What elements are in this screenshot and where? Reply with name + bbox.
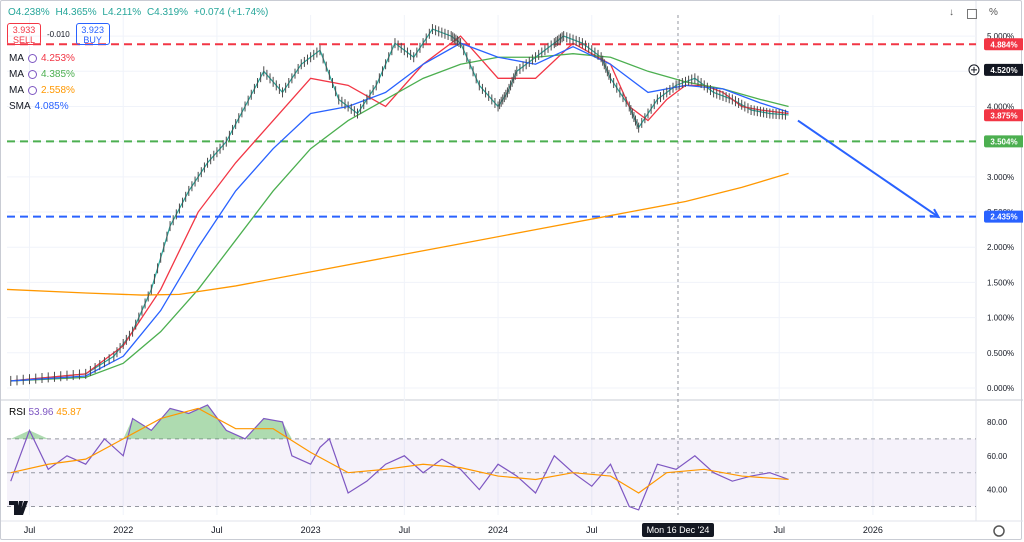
projection-arrow-head (929, 208, 941, 219)
indicator-name: MA (9, 85, 24, 96)
y-tick-label: 0.000% (987, 384, 1014, 393)
rsi-ma-value: 45.87 (56, 407, 82, 418)
rsi-tick-label: 60.00 (987, 452, 1008, 461)
plus-circle-icon-cross (971, 66, 977, 73)
rsi-line (10, 404, 789, 511)
high-value: H4.365% (55, 7, 97, 18)
price-badge (984, 63, 1023, 76)
square-icon[interactable] (967, 9, 977, 19)
indicator-ma-3[interactable]: MA 2.558% (9, 85, 75, 96)
y-tick-label: 4.000% (987, 102, 1014, 111)
x-tick-label: 2022 (113, 525, 133, 535)
price-label: 4.520% (990, 66, 1017, 75)
x-tick-label: 2023 (301, 525, 321, 535)
change-value: +0.074 (+1.74%) (193, 7, 269, 18)
sell-label: SELL (12, 35, 36, 45)
indicator-settings-icon[interactable] (28, 70, 37, 79)
spread-value: -0.010 (47, 29, 70, 39)
low-value: L4.211% (102, 7, 142, 18)
x-tick-label: Mon 16 Dec '24 (647, 525, 710, 535)
indicator-value: 2.558% (41, 85, 75, 96)
sell-button[interactable]: 3.933 SELL (7, 23, 41, 45)
price-label: 3.875% (990, 111, 1017, 120)
x-tick-label: Jul (399, 525, 411, 535)
level-badge (984, 38, 1023, 51)
trade-buttons: 3.933 SELL -0.010 3.923 BUY (7, 23, 110, 45)
x-tick-label: Jul (24, 525, 36, 535)
indicator-value: 4.253% (41, 53, 75, 64)
rsi-line (10, 407, 789, 494)
ohlc-bar: O4.238% H4.365% L4.211% C4.319% +0.074 (… (8, 7, 271, 18)
buy-price: 3.923 (81, 25, 104, 35)
arrow-down-icon[interactable]: ↓ (949, 7, 954, 18)
level-label: 2.435% (990, 213, 1017, 222)
y-tick-label: 3.000% (987, 173, 1014, 182)
indicator-name: MA (9, 69, 24, 80)
rsi-tick-label: 40.00 (987, 486, 1008, 495)
y-tick-label: 0.500% (987, 349, 1014, 358)
rsi-tick-label: 80.00 (987, 418, 1008, 427)
y-tick-label: 2.000% (987, 243, 1014, 252)
indicator-ma-2[interactable]: MA 4.385% (9, 69, 75, 80)
rsi-value: 53.96 (28, 407, 54, 418)
indicator-sma[interactable]: SMA 4.085% (9, 101, 69, 112)
indicator-ma-1[interactable]: MA 4.253% (9, 53, 75, 64)
x-tick-label: Jul (211, 525, 223, 535)
buy-button[interactable]: 3.923 BUY (75, 23, 110, 45)
indicator-value: 4.085% (34, 101, 69, 112)
settings-icon (993, 525, 1005, 537)
series-line-ma (10, 53, 789, 382)
indicator-name: MA (9, 53, 24, 64)
level-label: 3.504% (990, 137, 1017, 146)
sell-price: 3.933 (12, 25, 36, 35)
rsi-header: RSI 53.96 45.87 (9, 407, 81, 418)
projection-arrow (797, 119, 940, 218)
x-tick-label: 2026 (863, 525, 883, 535)
x-tick-label: Jul (586, 525, 598, 535)
indicator-settings-icon[interactable] (28, 86, 37, 95)
level-badge (984, 135, 1023, 148)
indicator-value: 4.385% (41, 69, 75, 80)
x-tick-label: Jul (773, 525, 785, 535)
close-value: C4.319% (146, 7, 189, 18)
level-label: 4.884% (990, 40, 1017, 49)
x-tick-label: 2024 (488, 525, 508, 535)
rsi-label: RSI (9, 407, 26, 418)
level-badge (984, 210, 1023, 223)
y-tick-label: 5.000% (987, 32, 1014, 41)
indicator-settings-icon[interactable] (28, 54, 37, 63)
series-line-ma (6, 172, 789, 296)
price-badge (984, 109, 1023, 122)
open-value: O4.238% (8, 7, 50, 18)
crosshair-date-badge (641, 523, 714, 537)
y-tick-label: 1.000% (987, 314, 1014, 323)
percent-icon[interactable]: % (989, 7, 998, 18)
rsi-overbought-fill (10, 430, 49, 439)
indicator-name: SMA (9, 101, 31, 112)
rsi-overbought-fill (123, 405, 246, 439)
buy-label: BUY (83, 35, 102, 45)
y-tick-label: 1.500% (987, 278, 1014, 287)
